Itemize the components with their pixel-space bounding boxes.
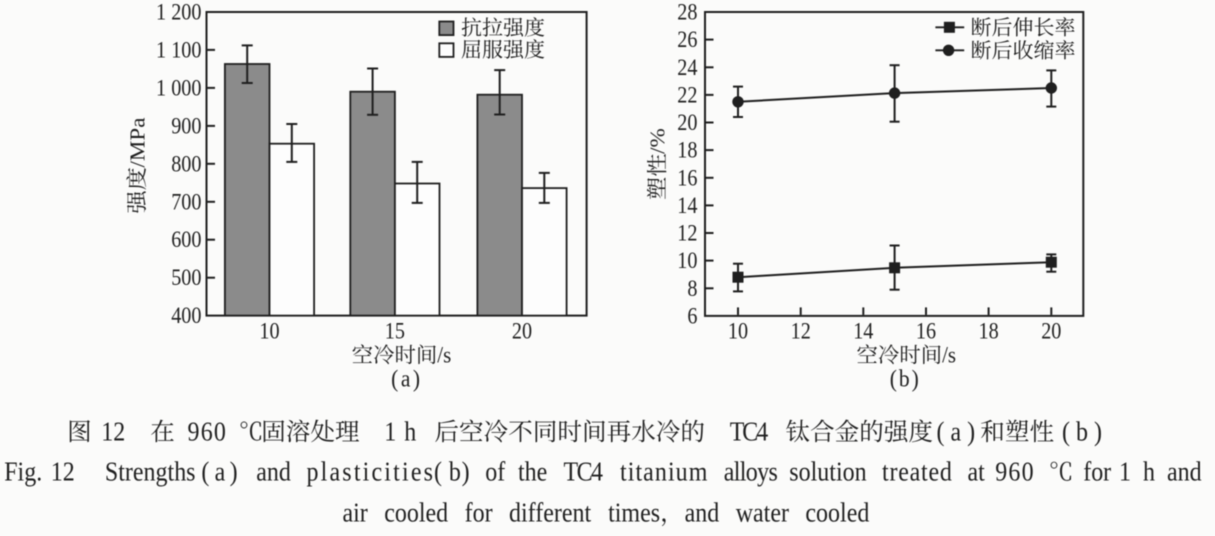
svg-text:1 000: 1 000 [156, 75, 201, 100]
svg-text:22: 22 [677, 82, 697, 107]
svg-text:b: b [449, 456, 461, 487]
svg-text:10: 10 [728, 319, 748, 344]
svg-text:16: 16 [916, 319, 936, 344]
svg-text:and: and [685, 497, 720, 528]
svg-text:12: 12 [101, 416, 125, 447]
svg-text:( a ): ( a ) [937, 416, 976, 447]
svg-text:15: 15 [385, 319, 405, 344]
svg-text:cooled: cooled [805, 497, 869, 528]
svg-text:12: 12 [677, 220, 697, 245]
svg-text:1 200: 1 200 [156, 0, 201, 25]
svg-text:and: and [256, 456, 291, 487]
svg-text:400: 400 [171, 303, 201, 328]
svg-text:water: water [736, 497, 790, 528]
svg-text:20: 20 [677, 110, 697, 135]
svg-text:(: ( [201, 456, 209, 487]
svg-text:air: air [343, 497, 369, 528]
svg-text:900: 900 [171, 113, 201, 138]
svg-text:Strengths: Strengths [105, 456, 196, 487]
svg-text:cooled: cooled [384, 497, 448, 528]
svg-text:(b): (b) [890, 366, 919, 392]
svg-text:( b ): ( b ) [1062, 416, 1102, 447]
svg-text:different: different [509, 497, 591, 528]
svg-text:28: 28 [677, 0, 697, 25]
svg-text:20: 20 [1041, 319, 1061, 344]
svg-text:/%: /% [646, 128, 670, 154]
svg-text:500: 500 [171, 265, 201, 290]
svg-text:1: 1 [1119, 456, 1131, 487]
svg-text:700: 700 [171, 189, 201, 214]
svg-text:(: ( [434, 456, 442, 487]
svg-text:600: 600 [171, 227, 201, 252]
svg-text:a: a [215, 456, 226, 487]
svg-text:26: 26 [677, 27, 697, 52]
svg-text:at: at [968, 456, 985, 487]
svg-text:): ) [462, 456, 470, 487]
svg-text:10: 10 [677, 248, 697, 273]
svg-text:alloys: alloys [724, 456, 778, 487]
svg-text:14: 14 [853, 319, 873, 344]
svg-text:18: 18 [979, 319, 999, 344]
svg-text:): ) [230, 456, 238, 487]
svg-text:20: 20 [512, 319, 532, 344]
svg-text:14: 14 [677, 193, 697, 218]
svg-text:24: 24 [677, 55, 697, 80]
svg-text:960: 960 [995, 456, 1033, 487]
svg-text:TC4: TC4 [730, 416, 769, 447]
svg-text:/s: /s [942, 341, 956, 367]
svg-text:800: 800 [171, 151, 201, 176]
svg-text:6: 6 [687, 303, 697, 328]
svg-text:12: 12 [791, 319, 811, 344]
svg-text:12: 12 [51, 456, 75, 487]
svg-text:titanium: titanium [620, 456, 707, 487]
svg-text:1 100: 1 100 [156, 37, 201, 62]
svg-text:18: 18 [677, 137, 697, 162]
svg-text:for: for [1083, 456, 1111, 487]
svg-text:for: for [465, 497, 493, 528]
svg-text:Fig.: Fig. [4, 456, 42, 487]
svg-text:and: and [1167, 456, 1202, 487]
svg-text:/MPa: /MPa [125, 117, 149, 167]
svg-text:/s: /s [437, 341, 451, 367]
svg-text:960: 960 [188, 416, 226, 447]
svg-text:1: 1 [384, 416, 396, 447]
svg-text:(a): (a) [391, 366, 420, 392]
svg-text:10: 10 [259, 319, 279, 344]
svg-text:solution: solution [789, 456, 866, 487]
svg-text:of: of [485, 456, 505, 487]
svg-text:times: times [608, 497, 660, 528]
svg-text:treated: treated [882, 456, 952, 487]
svg-text:h: h [1143, 456, 1155, 487]
svg-text:8: 8 [687, 276, 697, 301]
svg-text:the: the [518, 456, 547, 487]
svg-text:16: 16 [677, 165, 697, 190]
svg-text:TC4: TC4 [564, 456, 604, 487]
svg-text:h: h [404, 416, 416, 447]
